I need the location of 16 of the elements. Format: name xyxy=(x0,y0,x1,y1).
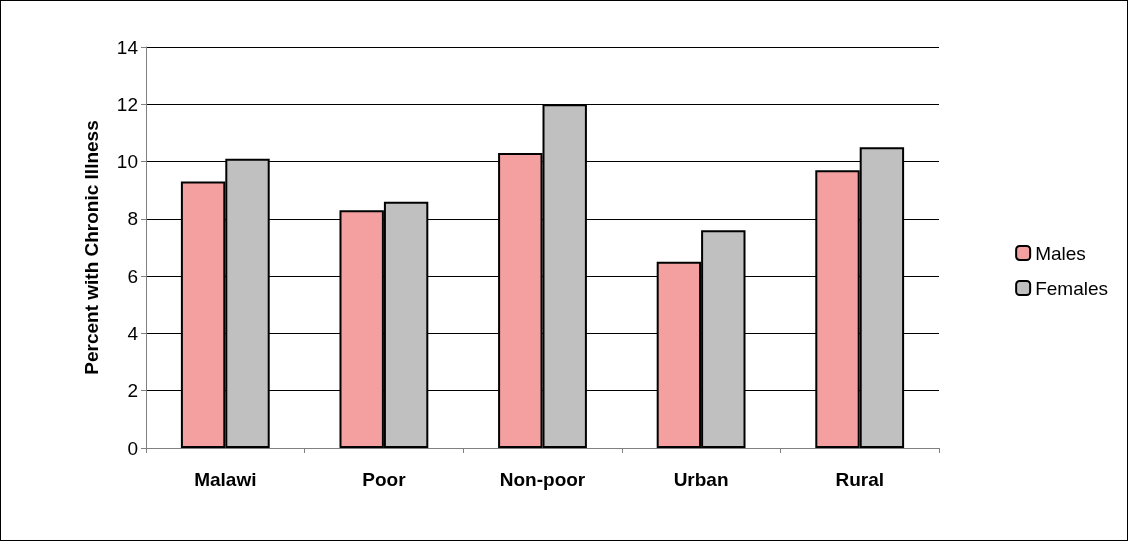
x-tick-label: Non-poor xyxy=(499,469,586,490)
x-tick-label: Malawi xyxy=(194,469,257,490)
y-axis-title: Percent with Chronic Illness xyxy=(81,120,102,375)
x-tick-label: Poor xyxy=(362,469,407,490)
legend-label: Females xyxy=(1035,277,1108,299)
legend-label: Males xyxy=(1035,242,1086,264)
y-tick-label: 4 xyxy=(127,322,139,344)
y-tick-label: 6 xyxy=(127,265,138,287)
y-tick-label: 0 xyxy=(127,437,138,459)
y-tick-label: 12 xyxy=(116,93,138,115)
y-tick-label: 10 xyxy=(116,151,138,173)
y-tick-label: 2 xyxy=(127,380,138,402)
x-tick-label: Rural xyxy=(835,469,884,490)
y-tick-label: 8 xyxy=(127,208,138,230)
y-tick-label: 14 xyxy=(116,36,139,58)
x-tick-label: Urban xyxy=(673,469,729,490)
